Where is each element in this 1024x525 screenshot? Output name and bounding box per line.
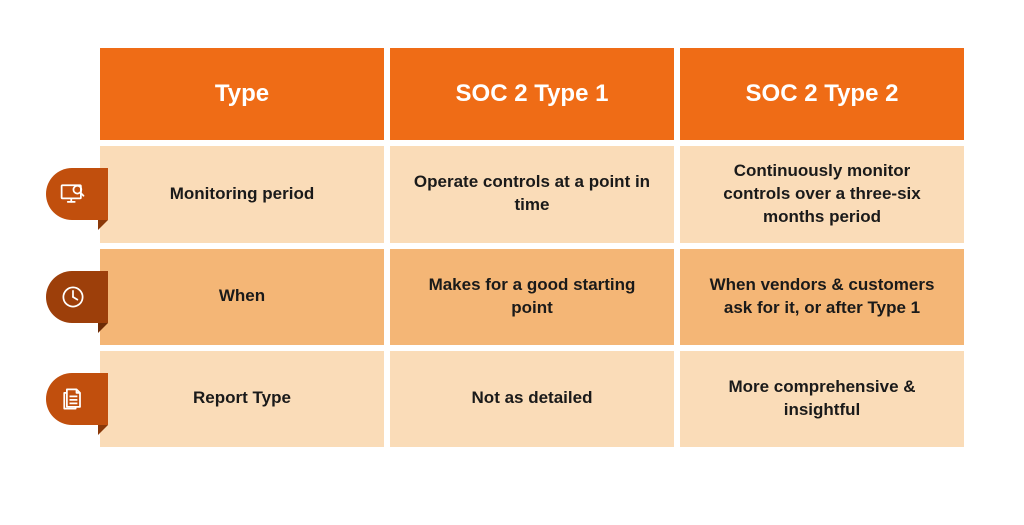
header-soc2: SOC 2 Type 2 — [680, 48, 964, 140]
row-label-text: When — [219, 285, 265, 308]
clock-icon — [59, 283, 87, 311]
comparison-table: Type SOC 2 Type 1 SOC 2 Type 2 Monitorin… — [100, 48, 964, 447]
cell-report-soc1: Not as detailed — [390, 351, 674, 447]
cell-when-soc2: When vendors & customers ask for it, or … — [680, 249, 964, 345]
document-stack-icon-tab — [46, 373, 108, 425]
row-label-monitoring: Monitoring period — [100, 146, 384, 243]
row-label-text: Report Type — [193, 387, 291, 410]
row-label-report: Report Type — [100, 351, 384, 447]
document-stack-icon — [59, 385, 87, 413]
clock-icon-tab — [46, 271, 108, 323]
cell-report-soc2: More comprehensive & insightful — [680, 351, 964, 447]
monitor-search-icon — [59, 180, 87, 208]
row-label-when: When — [100, 249, 384, 345]
header-type: Type — [100, 48, 384, 140]
monitor-search-icon-tab — [46, 168, 108, 220]
cell-when-soc1: Makes for a good starting point — [390, 249, 674, 345]
cell-monitoring-soc2: Continuously monitor controls over a thr… — [680, 146, 964, 243]
cell-monitoring-soc1: Operate controls at a point in time — [390, 146, 674, 243]
header-soc1: SOC 2 Type 1 — [390, 48, 674, 140]
row-label-text: Monitoring period — [170, 183, 314, 206]
